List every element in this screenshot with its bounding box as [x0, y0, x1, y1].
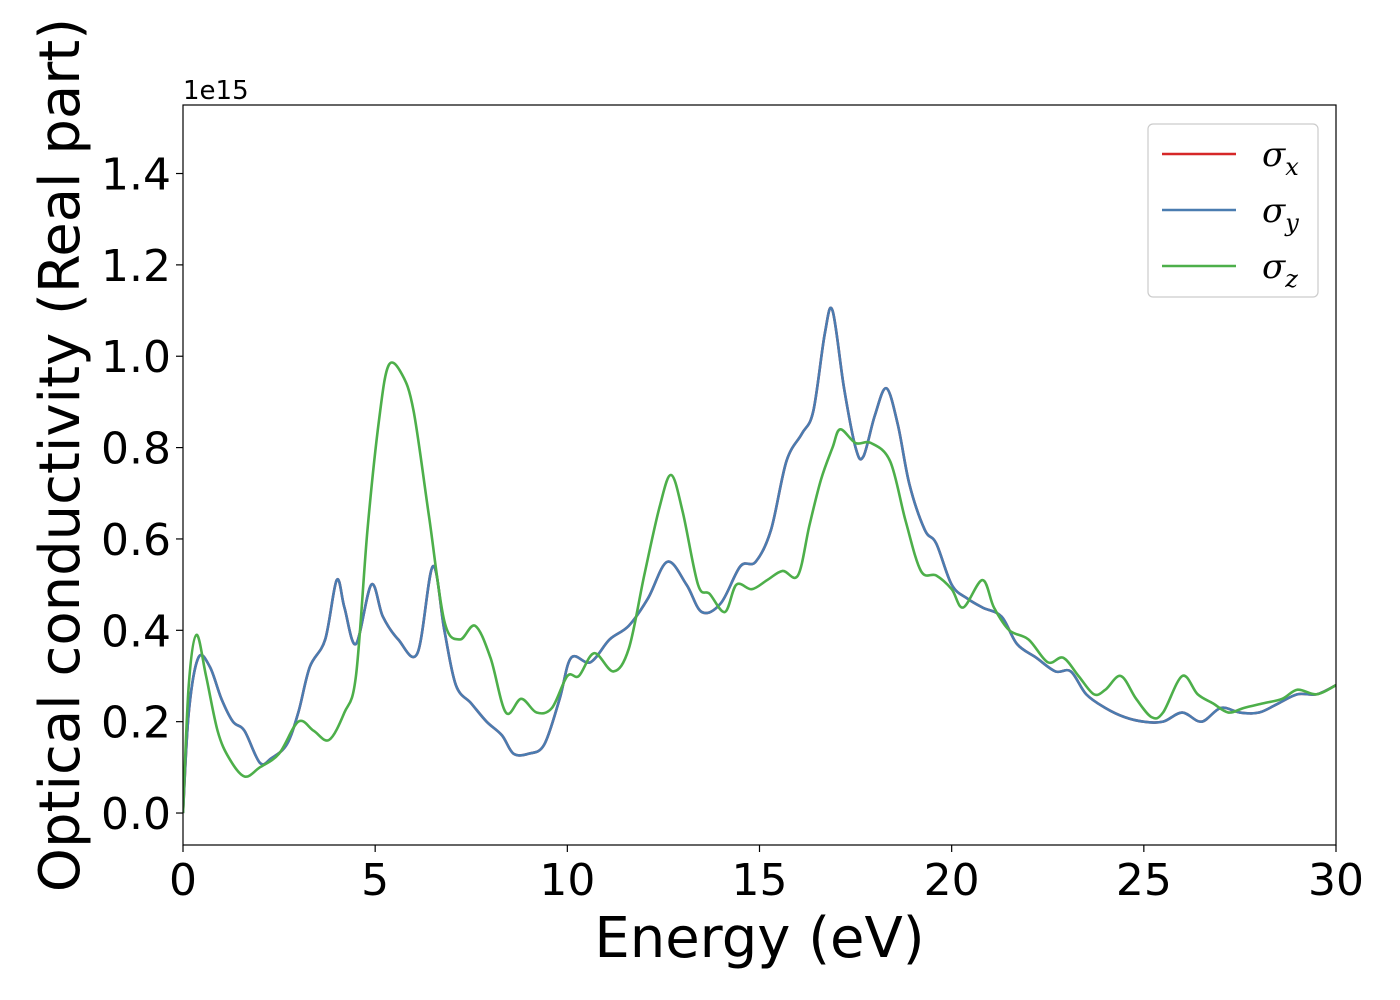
y-tick-label: 0.4: [101, 606, 171, 657]
y-tick-label: 1.2: [101, 241, 171, 292]
legend-symbol: σ: [1262, 247, 1286, 287]
legend-subscript: y: [1284, 209, 1299, 237]
x-tick-label: 20: [924, 855, 980, 906]
legend-symbol: σ: [1262, 135, 1286, 175]
y-tick-label: 0.2: [101, 698, 171, 749]
series-line-sigma-z: [183, 361, 1336, 814]
x-axis-ticks: 0 5 10 15 20 25 30: [169, 845, 1364, 906]
y-tick-label: 0.0: [101, 789, 171, 840]
legend-subscript: x: [1285, 153, 1299, 181]
y-axis-ticks: 0.0 0.2 0.4 0.6 0.8 1.0 1.2 1.4: [101, 150, 183, 840]
legend-label-sigma-z: σz: [1262, 247, 1298, 293]
x-axis-label: Energy (eV): [594, 906, 924, 971]
x-tick-label: 5: [361, 855, 389, 906]
y-offset-label: 1e15: [183, 76, 249, 106]
x-tick-label: 0: [169, 855, 197, 906]
legend-symbol: σ: [1262, 191, 1286, 231]
x-tick-label: 10: [539, 855, 595, 906]
series-line-sigma-y: [183, 306, 1336, 814]
legend-label-sigma-y: σy: [1262, 191, 1299, 237]
y-tick-label: 0.8: [101, 424, 171, 475]
y-axis-label: Optical conductivity (Real part): [28, 18, 93, 892]
x-tick-label: 30: [1308, 855, 1364, 906]
legend-label-sigma-x: σx: [1262, 135, 1299, 181]
y-tick-label: 1.4: [101, 150, 171, 201]
x-tick-label: 15: [732, 855, 788, 906]
y-tick-label: 0.6: [101, 515, 171, 566]
x-tick-label: 25: [1116, 855, 1172, 906]
series-layer: [183, 306, 1336, 814]
y-tick-label: 1.0: [101, 332, 171, 383]
legend-subscript: z: [1284, 265, 1298, 293]
